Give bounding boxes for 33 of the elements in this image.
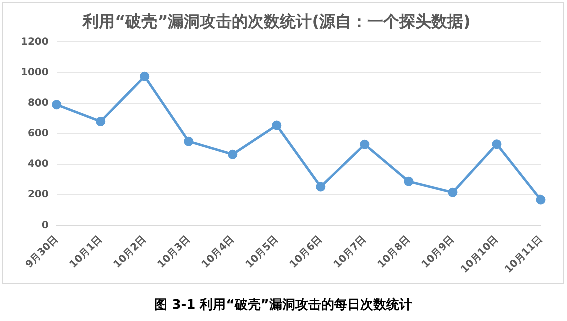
point xyxy=(272,120,282,130)
x-tick-label: 10月5日 xyxy=(244,234,281,271)
y-tick-label: 1200 xyxy=(20,36,49,48)
point xyxy=(536,195,546,205)
point xyxy=(228,150,238,160)
x-tick-label: 10月1日 xyxy=(68,234,105,271)
y-tick-label: 400 xyxy=(28,159,49,170)
x-tick-label: 10月6日 xyxy=(288,234,325,271)
x-tick-label: 10月10日 xyxy=(459,234,501,276)
point xyxy=(316,182,326,192)
y-tick-label: 0 xyxy=(42,220,49,232)
y-tick-label: 1000 xyxy=(20,67,49,78)
point xyxy=(492,140,502,150)
point xyxy=(52,100,62,110)
y-tick-label: 200 xyxy=(28,190,49,201)
point xyxy=(96,116,106,126)
x-tick-label: 10月3日 xyxy=(156,234,193,271)
x-tick-label: 10月2日 xyxy=(112,234,149,271)
point xyxy=(184,136,194,146)
y-tick-label: 800 xyxy=(28,98,49,109)
caption: 图 3-1 利用“破壳”漏洞攻击的每日次数统计 xyxy=(154,296,414,314)
x-tick-label: 10月7日 xyxy=(332,234,369,271)
x-tick-label: 10月8日 xyxy=(376,234,413,271)
x-tick-label: 10月9日 xyxy=(420,234,457,271)
point xyxy=(140,72,150,82)
point xyxy=(404,176,414,186)
chart-title: 利用“破壳”漏洞攻击的次数统计(源自：一个探头数据) xyxy=(82,12,471,31)
x-tick-label: 10月4日 xyxy=(200,234,237,271)
point xyxy=(448,188,458,198)
y-tick-label: 600 xyxy=(28,128,49,140)
x-tick-label: 10月11日 xyxy=(503,234,545,276)
point xyxy=(360,140,370,150)
x-tick-label: 9月30日 xyxy=(24,234,61,271)
